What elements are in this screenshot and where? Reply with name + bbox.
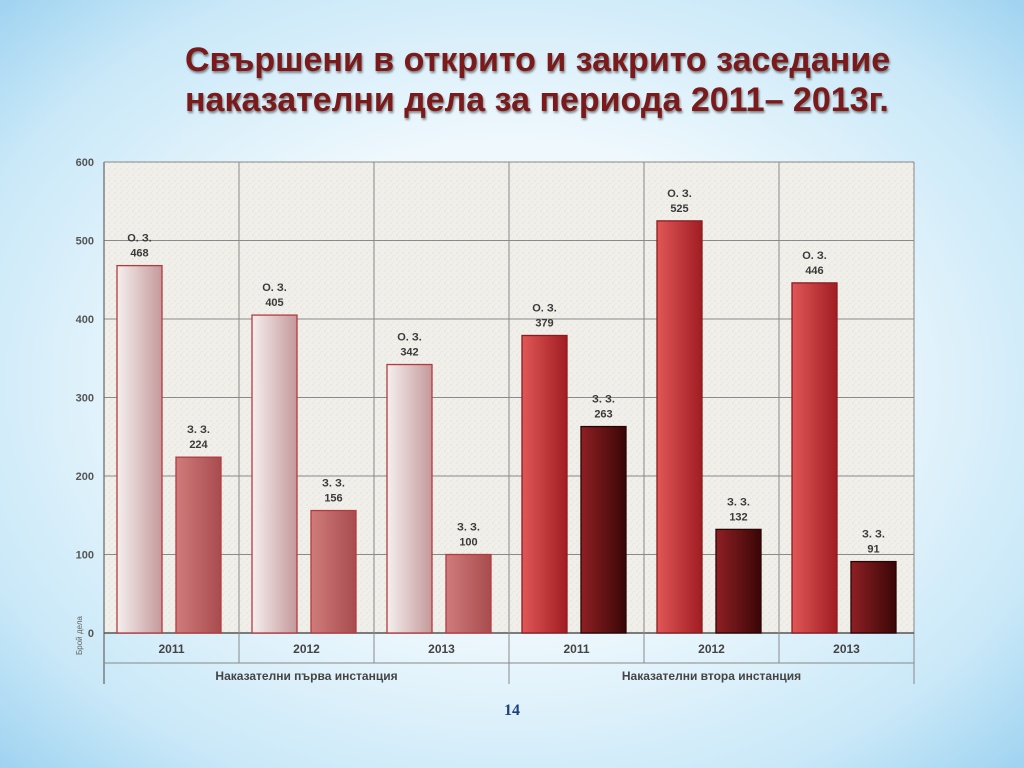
x-tick-label: 2012 xyxy=(293,642,320,656)
y-tick-label: 300 xyxy=(76,393,94,405)
y-tick-label: 100 xyxy=(76,550,94,562)
x-tick-label: 2013 xyxy=(833,642,860,656)
bar-value-label: 100 xyxy=(459,537,477,549)
bar xyxy=(445,553,492,634)
y-tick-label: 500 xyxy=(76,236,94,248)
bar xyxy=(850,560,897,634)
group-label: Наказателни първа инстанция xyxy=(215,669,397,683)
bar xyxy=(715,528,762,634)
y-axis-label: Брой дела xyxy=(75,616,84,655)
x-tick-label: 2011 xyxy=(563,642,589,656)
slide-title-line-1: Свършени в открито и закрито заседание xyxy=(185,41,891,79)
bar-series-label: З. З. xyxy=(457,522,480,534)
group-label: Наказателни втора инстанция xyxy=(622,669,801,683)
bar-value-label: 91 xyxy=(867,544,879,556)
y-tick-label: 0 xyxy=(88,628,94,640)
bar-series-label: О. З. xyxy=(532,302,557,314)
bar xyxy=(656,220,703,634)
bar-series-label: З. З. xyxy=(727,496,750,508)
bar-series-label: З. З. xyxy=(862,529,885,541)
page-number: 14 xyxy=(504,702,520,719)
bar-series-label: З. З. xyxy=(322,478,345,490)
slide-title-line-2: наказателни дела за периода 2011– 2013г. xyxy=(185,81,889,119)
y-tick-label: 400 xyxy=(76,314,94,326)
bar xyxy=(116,264,163,634)
bar-value-label: 263 xyxy=(594,409,612,421)
y-tick-label: 200 xyxy=(76,471,94,483)
bar-series-label: О. З. xyxy=(667,188,692,200)
bar-series-label: О. З. xyxy=(397,332,422,344)
bar-value-label: 525 xyxy=(670,203,688,215)
bar xyxy=(175,456,222,634)
bar-series-label: О. З. xyxy=(262,282,287,294)
bar-value-label: 405 xyxy=(265,297,283,309)
bar-series-label: О. З. xyxy=(127,233,152,245)
bar xyxy=(521,334,568,634)
bar-series-label: З. З. xyxy=(592,394,615,406)
bar-value-label: 156 xyxy=(324,493,342,505)
slide-title: Свършени в открито и закрито заседание н… xyxy=(185,40,945,120)
bar-value-label: 342 xyxy=(400,347,418,359)
bar xyxy=(251,314,298,634)
bar xyxy=(386,363,433,634)
bar-series-label: О. З. xyxy=(802,250,827,262)
bar-value-label: 379 xyxy=(535,317,553,329)
x-tick-label: 2013 xyxy=(428,642,455,656)
bar-value-label: 468 xyxy=(130,248,148,260)
bar xyxy=(580,425,627,634)
bar-value-label: 224 xyxy=(189,439,208,451)
bar-series-label: З. З. xyxy=(187,424,210,436)
bar-value-label: 132 xyxy=(729,511,747,523)
y-tick-label: 600 xyxy=(76,157,94,169)
bar xyxy=(791,282,838,634)
bar xyxy=(310,509,357,634)
bar-value-label: 446 xyxy=(805,265,823,277)
x-tick-label: 2011 xyxy=(158,642,184,656)
x-tick-label: 2012 xyxy=(698,642,725,656)
